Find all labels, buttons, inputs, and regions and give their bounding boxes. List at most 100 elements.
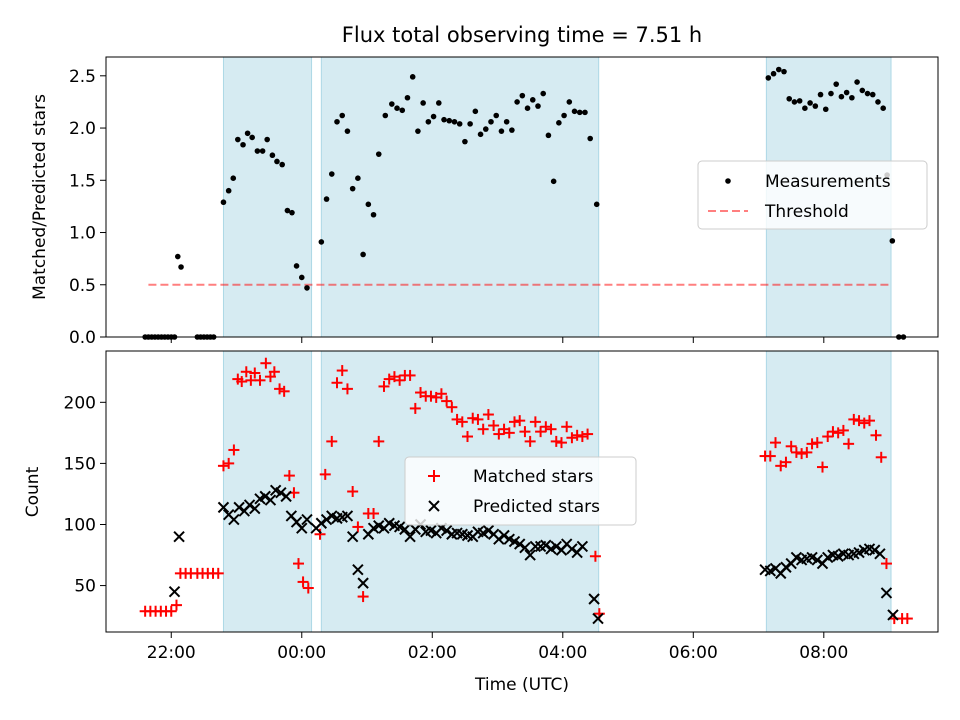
predicted-star-point	[550, 540, 562, 553]
matched-star-point	[576, 431, 588, 443]
measurement-point	[240, 141, 246, 148]
top-y-tick-label: 0.0	[69, 328, 96, 348]
predicted-star-point	[243, 499, 256, 511]
legend-matched-label: Matched stars	[473, 467, 593, 487]
measurement-point	[244, 130, 251, 137]
measurement-point	[394, 105, 400, 111]
matched-star-point	[503, 427, 515, 439]
predicted-star-point	[301, 513, 313, 526]
measurement-point	[399, 107, 406, 114]
figure-title: Flux total observing time = 7.51 h	[342, 23, 702, 47]
predicted-star-stroke	[233, 501, 245, 514]
measurement-point	[441, 116, 447, 123]
bottom-y-tick-label: 200	[64, 393, 96, 413]
matched-star-point	[801, 446, 813, 458]
measurement-point	[812, 103, 819, 109]
bottom-panel: 50 100 150 200 22:00 00:00 02:00 04:00 06:00 08:…	[23, 350, 939, 695]
matched-star-point	[837, 424, 849, 436]
predicted-star-point	[280, 490, 292, 503]
measurement-point	[482, 126, 489, 132]
predicted-star-stroke	[487, 528, 500, 540]
matched-star-point	[297, 576, 309, 588]
predicted-star-stroke	[404, 530, 416, 543]
matched-star-point	[535, 426, 547, 438]
measurement-point	[436, 100, 442, 106]
measurement-point	[509, 127, 515, 133]
measurement-point	[875, 99, 881, 105]
predicted-star-stroke	[173, 530, 185, 543]
predicted-star-stroke	[222, 509, 235, 521]
matched-star-point	[383, 373, 395, 385]
matched-star-point	[278, 385, 290, 397]
predicted-star-point	[588, 593, 600, 605]
predicted-star-stroke	[451, 527, 463, 539]
measurement-point	[571, 108, 578, 115]
matched-star-point	[314, 528, 326, 540]
matched-star-point	[790, 446, 802, 458]
top-x-ticks	[170, 337, 825, 343]
predicted-star-point	[173, 530, 185, 543]
measurement-point	[576, 109, 583, 116]
predicted-star-point	[352, 563, 364, 576]
matched-star-point	[519, 426, 531, 438]
measurement-point	[467, 121, 473, 127]
predicted-star-point	[514, 538, 526, 550]
predicted-star-stroke	[827, 549, 839, 561]
predicted-star-point	[529, 540, 542, 553]
measurement-point	[849, 94, 855, 101]
measurement-point	[828, 90, 834, 97]
top-legend: Measurements Threshold	[697, 160, 928, 230]
predicted-star-stroke	[560, 538, 573, 550]
predicted-star-stroke	[498, 529, 510, 542]
legend-measurements-marker	[725, 178, 731, 184]
measurement-point	[259, 148, 266, 154]
top-y-tick-label: 2.0	[69, 119, 96, 139]
predicted-star-stroke	[393, 521, 406, 533]
measurement-point	[235, 136, 241, 143]
measurement-point	[225, 187, 232, 194]
matched-star-markers	[139, 357, 913, 625]
predicted-star-point	[168, 585, 181, 598]
measurement-point	[355, 175, 361, 181]
x-axis-label: Time (UTC)	[474, 675, 569, 695]
matched-star-point	[863, 415, 875, 427]
predicted-star-point	[811, 554, 823, 566]
top-panel: 0.0 0.5 1.0 1.5 2.0 2.5 Matched/Predicted sta…	[30, 56, 939, 348]
matched-star-point	[425, 390, 437, 402]
matched-star-point	[467, 412, 479, 424]
measurement-point	[524, 105, 531, 111]
matched-star-point	[514, 415, 526, 427]
measurement-point	[488, 118, 494, 125]
x-tick-label: 00:00	[277, 643, 326, 663]
measurement-point	[540, 90, 547, 97]
predicted-star-stroke	[280, 490, 292, 503]
measurement-point	[462, 138, 468, 145]
measurement-point	[802, 105, 808, 111]
matched-star-point	[488, 420, 500, 432]
legend-matched-marker	[428, 470, 440, 482]
predicted-star-stroke	[868, 544, 881, 556]
predicted-star-stroke	[315, 517, 328, 529]
measurement-point	[456, 121, 463, 127]
x-tick-label: 08:00	[799, 643, 848, 663]
matched-star-point	[472, 413, 484, 425]
measurement-point	[854, 79, 860, 85]
matched-star-point	[260, 357, 272, 369]
measurement-point	[220, 199, 227, 206]
measurement-point	[304, 285, 310, 291]
top-y-tick-label: 2.5	[69, 67, 96, 87]
matched-star-point	[785, 440, 797, 452]
predicted-star-point	[482, 524, 495, 537]
measurement-point	[425, 118, 432, 125]
matched-star-point	[451, 413, 463, 425]
bottom-legend-box	[404, 456, 637, 526]
matched-star-point	[582, 428, 594, 440]
predicted-star-stroke	[326, 510, 338, 522]
legend-predicted-marker	[428, 500, 440, 512]
predicted-star-stroke	[472, 526, 484, 538]
measurement-point	[838, 93, 845, 100]
measurement-point	[545, 132, 552, 139]
predicted-star-stroke	[837, 548, 850, 560]
matched-star-point	[394, 374, 406, 386]
measurement-point	[264, 136, 270, 143]
